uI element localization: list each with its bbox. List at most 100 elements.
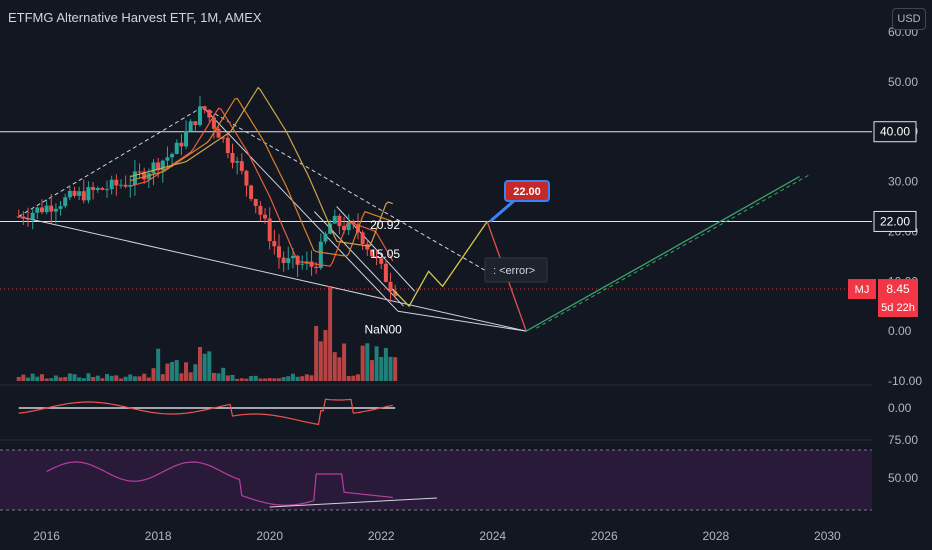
trendline — [18, 106, 204, 217]
candle-body — [374, 256, 379, 259]
volume-bar — [35, 376, 40, 381]
volume-bar — [253, 375, 258, 381]
candle-body — [174, 142, 179, 154]
volume-bar — [188, 372, 193, 381]
x-axis-tick: 2018 — [145, 529, 172, 543]
candle-body — [165, 157, 170, 161]
candle-body — [272, 241, 277, 247]
volume-bar — [328, 286, 333, 381]
volume-bar — [202, 353, 207, 381]
macd-line — [18, 398, 393, 426]
level-badge — [873, 121, 917, 143]
candle-body — [346, 221, 351, 231]
candle-body — [300, 263, 305, 265]
volume-bar — [77, 377, 82, 381]
volume-bar — [346, 376, 351, 381]
candle-body — [267, 218, 272, 242]
volume-bar — [211, 372, 216, 381]
level-badge-label: 40.00 — [880, 125, 910, 139]
price-axis-tick: 30.00 — [888, 175, 918, 189]
candle-body — [39, 207, 44, 213]
volume-bar — [132, 376, 137, 381]
candle-body — [365, 244, 370, 250]
volume-bar — [114, 375, 119, 381]
volume-bar — [67, 373, 72, 381]
candle-body — [170, 153, 175, 158]
volume-bar — [281, 377, 286, 381]
candle-body — [67, 190, 72, 198]
candle-body — [26, 218, 31, 220]
candle-body — [225, 137, 230, 154]
volume-bar — [249, 376, 254, 381]
candle-body — [109, 179, 114, 190]
moving-average-line — [130, 107, 394, 267]
candle-body — [179, 142, 184, 147]
volume-bar — [272, 378, 277, 381]
volume-bar — [123, 376, 128, 381]
volume-bar — [258, 378, 263, 381]
candle-body — [142, 171, 147, 180]
callout-box — [504, 180, 550, 202]
x-axis-tick: 2022 — [368, 529, 395, 543]
volume-bar — [81, 378, 86, 381]
volume-bar — [118, 378, 123, 381]
candle-body — [132, 171, 137, 186]
volume-bar — [332, 352, 337, 381]
candle-body — [239, 161, 244, 171]
candle-body — [253, 199, 258, 206]
volume-bar — [304, 374, 309, 381]
projection-path-green — [525, 176, 800, 332]
candle-body — [221, 137, 226, 139]
candle-body — [216, 128, 221, 138]
candle-body — [309, 261, 314, 267]
trendline — [202, 106, 505, 282]
candle-body — [105, 189, 110, 191]
x-axis-tick: 2020 — [256, 529, 283, 543]
volume-bar — [235, 378, 240, 381]
x-axis-tick: 2026 — [591, 529, 618, 543]
volume-bar — [207, 351, 212, 381]
rsi-axis-tick: 75.00 — [888, 433, 918, 447]
symbol-badge — [848, 279, 876, 300]
candle-body — [230, 153, 235, 163]
candle-body — [393, 291, 398, 297]
volume-bar — [58, 377, 63, 381]
trendline — [336, 206, 416, 292]
candle-body — [249, 185, 254, 200]
volume-bar — [39, 374, 44, 381]
candle-body — [188, 121, 193, 132]
volume-bar — [286, 376, 291, 381]
candle-body — [337, 215, 342, 227]
volume-bar — [170, 361, 175, 381]
candle-body — [81, 191, 86, 201]
volume-bar — [360, 345, 365, 381]
currency-button[interactable]: USD — [892, 8, 926, 30]
volume-bar — [165, 363, 170, 381]
volume-bar — [26, 377, 31, 381]
volume-bar — [128, 374, 133, 381]
rsi-line — [46, 461, 393, 506]
volume-bar — [230, 374, 235, 381]
candle-body — [44, 205, 49, 213]
volume-bar — [156, 348, 161, 381]
moving-average-line — [130, 86, 394, 247]
candle-body — [91, 187, 96, 191]
candle-body — [30, 212, 35, 220]
candle-body — [332, 215, 337, 224]
volume-bar — [21, 374, 26, 381]
volume-bar — [300, 376, 305, 381]
volume-bar — [142, 373, 147, 381]
candle-body — [77, 191, 82, 196]
candle-body — [137, 171, 142, 173]
candle-body — [151, 162, 156, 174]
rsi-axis-tick: 50.00 — [888, 471, 918, 485]
candle-body — [114, 179, 119, 186]
volume-bar — [365, 343, 370, 381]
candle-body — [383, 263, 388, 282]
candle-body — [244, 170, 249, 186]
candle-body — [276, 246, 281, 258]
volume-bar — [86, 373, 91, 381]
annotation-label: 20.92 — [370, 218, 400, 232]
candle-body — [16, 216, 21, 218]
